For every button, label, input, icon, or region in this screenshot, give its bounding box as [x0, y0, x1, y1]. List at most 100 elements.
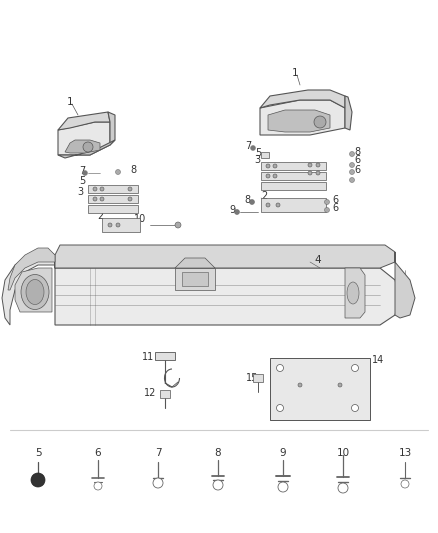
Circle shape: [128, 197, 132, 201]
Text: 2: 2: [261, 191, 267, 201]
Polygon shape: [345, 96, 352, 130]
Polygon shape: [175, 268, 215, 290]
Text: 5: 5: [35, 448, 41, 458]
Polygon shape: [55, 245, 395, 268]
Circle shape: [128, 187, 132, 191]
Circle shape: [83, 142, 93, 152]
Ellipse shape: [26, 279, 44, 304]
Bar: [261, 198, 326, 212]
Text: 6: 6: [332, 203, 338, 213]
Bar: [253, 374, 263, 382]
Circle shape: [350, 177, 354, 182]
Polygon shape: [345, 268, 365, 318]
Circle shape: [93, 197, 97, 201]
Circle shape: [108, 223, 112, 227]
Circle shape: [350, 151, 354, 157]
Circle shape: [93, 187, 97, 191]
Circle shape: [100, 187, 104, 191]
Circle shape: [338, 483, 348, 493]
Polygon shape: [268, 110, 330, 132]
Text: 8: 8: [244, 195, 250, 205]
Bar: [102, 218, 140, 232]
Text: 1: 1: [292, 68, 298, 78]
Polygon shape: [395, 252, 415, 318]
Polygon shape: [58, 140, 115, 158]
Text: 4: 4: [314, 255, 321, 265]
Circle shape: [266, 174, 270, 178]
Circle shape: [94, 482, 102, 490]
Text: 10: 10: [134, 214, 146, 224]
Bar: [261, 162, 326, 170]
Text: 6: 6: [354, 165, 360, 175]
Circle shape: [213, 480, 223, 490]
Text: 5: 5: [255, 148, 261, 158]
Polygon shape: [58, 122, 110, 155]
Circle shape: [276, 365, 283, 372]
Circle shape: [308, 163, 312, 167]
Text: 6: 6: [95, 448, 101, 458]
Text: 15: 15: [246, 373, 258, 383]
Circle shape: [308, 171, 312, 175]
Text: 6: 6: [332, 195, 338, 205]
Bar: [88, 185, 138, 193]
Text: 1: 1: [67, 97, 73, 107]
Text: 7: 7: [155, 448, 161, 458]
Circle shape: [350, 163, 354, 167]
Circle shape: [325, 199, 329, 205]
Bar: [88, 205, 138, 213]
Bar: [160, 390, 170, 398]
Circle shape: [266, 164, 270, 168]
Bar: [88, 195, 138, 203]
Circle shape: [175, 222, 181, 228]
Circle shape: [116, 169, 120, 174]
Circle shape: [116, 223, 120, 227]
Circle shape: [276, 405, 283, 411]
Text: 2: 2: [97, 211, 103, 221]
Polygon shape: [55, 255, 400, 325]
Polygon shape: [260, 90, 345, 108]
Text: 3: 3: [254, 155, 260, 165]
Bar: [261, 152, 269, 158]
Circle shape: [316, 171, 320, 175]
Circle shape: [401, 480, 409, 488]
Bar: [261, 172, 326, 180]
Circle shape: [298, 383, 302, 387]
Text: 11: 11: [142, 352, 154, 362]
Ellipse shape: [21, 274, 49, 310]
Circle shape: [273, 174, 277, 178]
Text: 8: 8: [354, 147, 360, 157]
Text: 13: 13: [399, 448, 412, 458]
Text: 14: 14: [372, 355, 384, 365]
Text: 8: 8: [130, 165, 136, 175]
Bar: [270, 358, 370, 420]
Circle shape: [273, 164, 277, 168]
Circle shape: [153, 478, 163, 488]
Text: 8: 8: [215, 448, 221, 458]
Text: 7: 7: [79, 166, 85, 176]
Polygon shape: [15, 268, 52, 312]
Circle shape: [314, 116, 326, 128]
Text: 6: 6: [354, 155, 360, 165]
Text: 10: 10: [336, 448, 350, 458]
Text: 9: 9: [280, 448, 286, 458]
Circle shape: [352, 365, 358, 372]
Ellipse shape: [347, 282, 359, 304]
Circle shape: [234, 209, 240, 214]
Polygon shape: [8, 248, 55, 290]
Circle shape: [266, 203, 270, 207]
Text: 12: 12: [144, 388, 156, 398]
Text: 9: 9: [229, 205, 235, 215]
Circle shape: [278, 482, 288, 492]
Circle shape: [100, 197, 104, 201]
Text: 5: 5: [79, 176, 85, 186]
Circle shape: [31, 473, 45, 487]
Circle shape: [82, 171, 88, 175]
Polygon shape: [175, 258, 215, 268]
Polygon shape: [2, 250, 55, 325]
Circle shape: [250, 199, 254, 205]
Polygon shape: [182, 272, 208, 286]
Circle shape: [276, 203, 280, 207]
Polygon shape: [58, 112, 110, 130]
Circle shape: [251, 146, 255, 150]
Circle shape: [316, 163, 320, 167]
